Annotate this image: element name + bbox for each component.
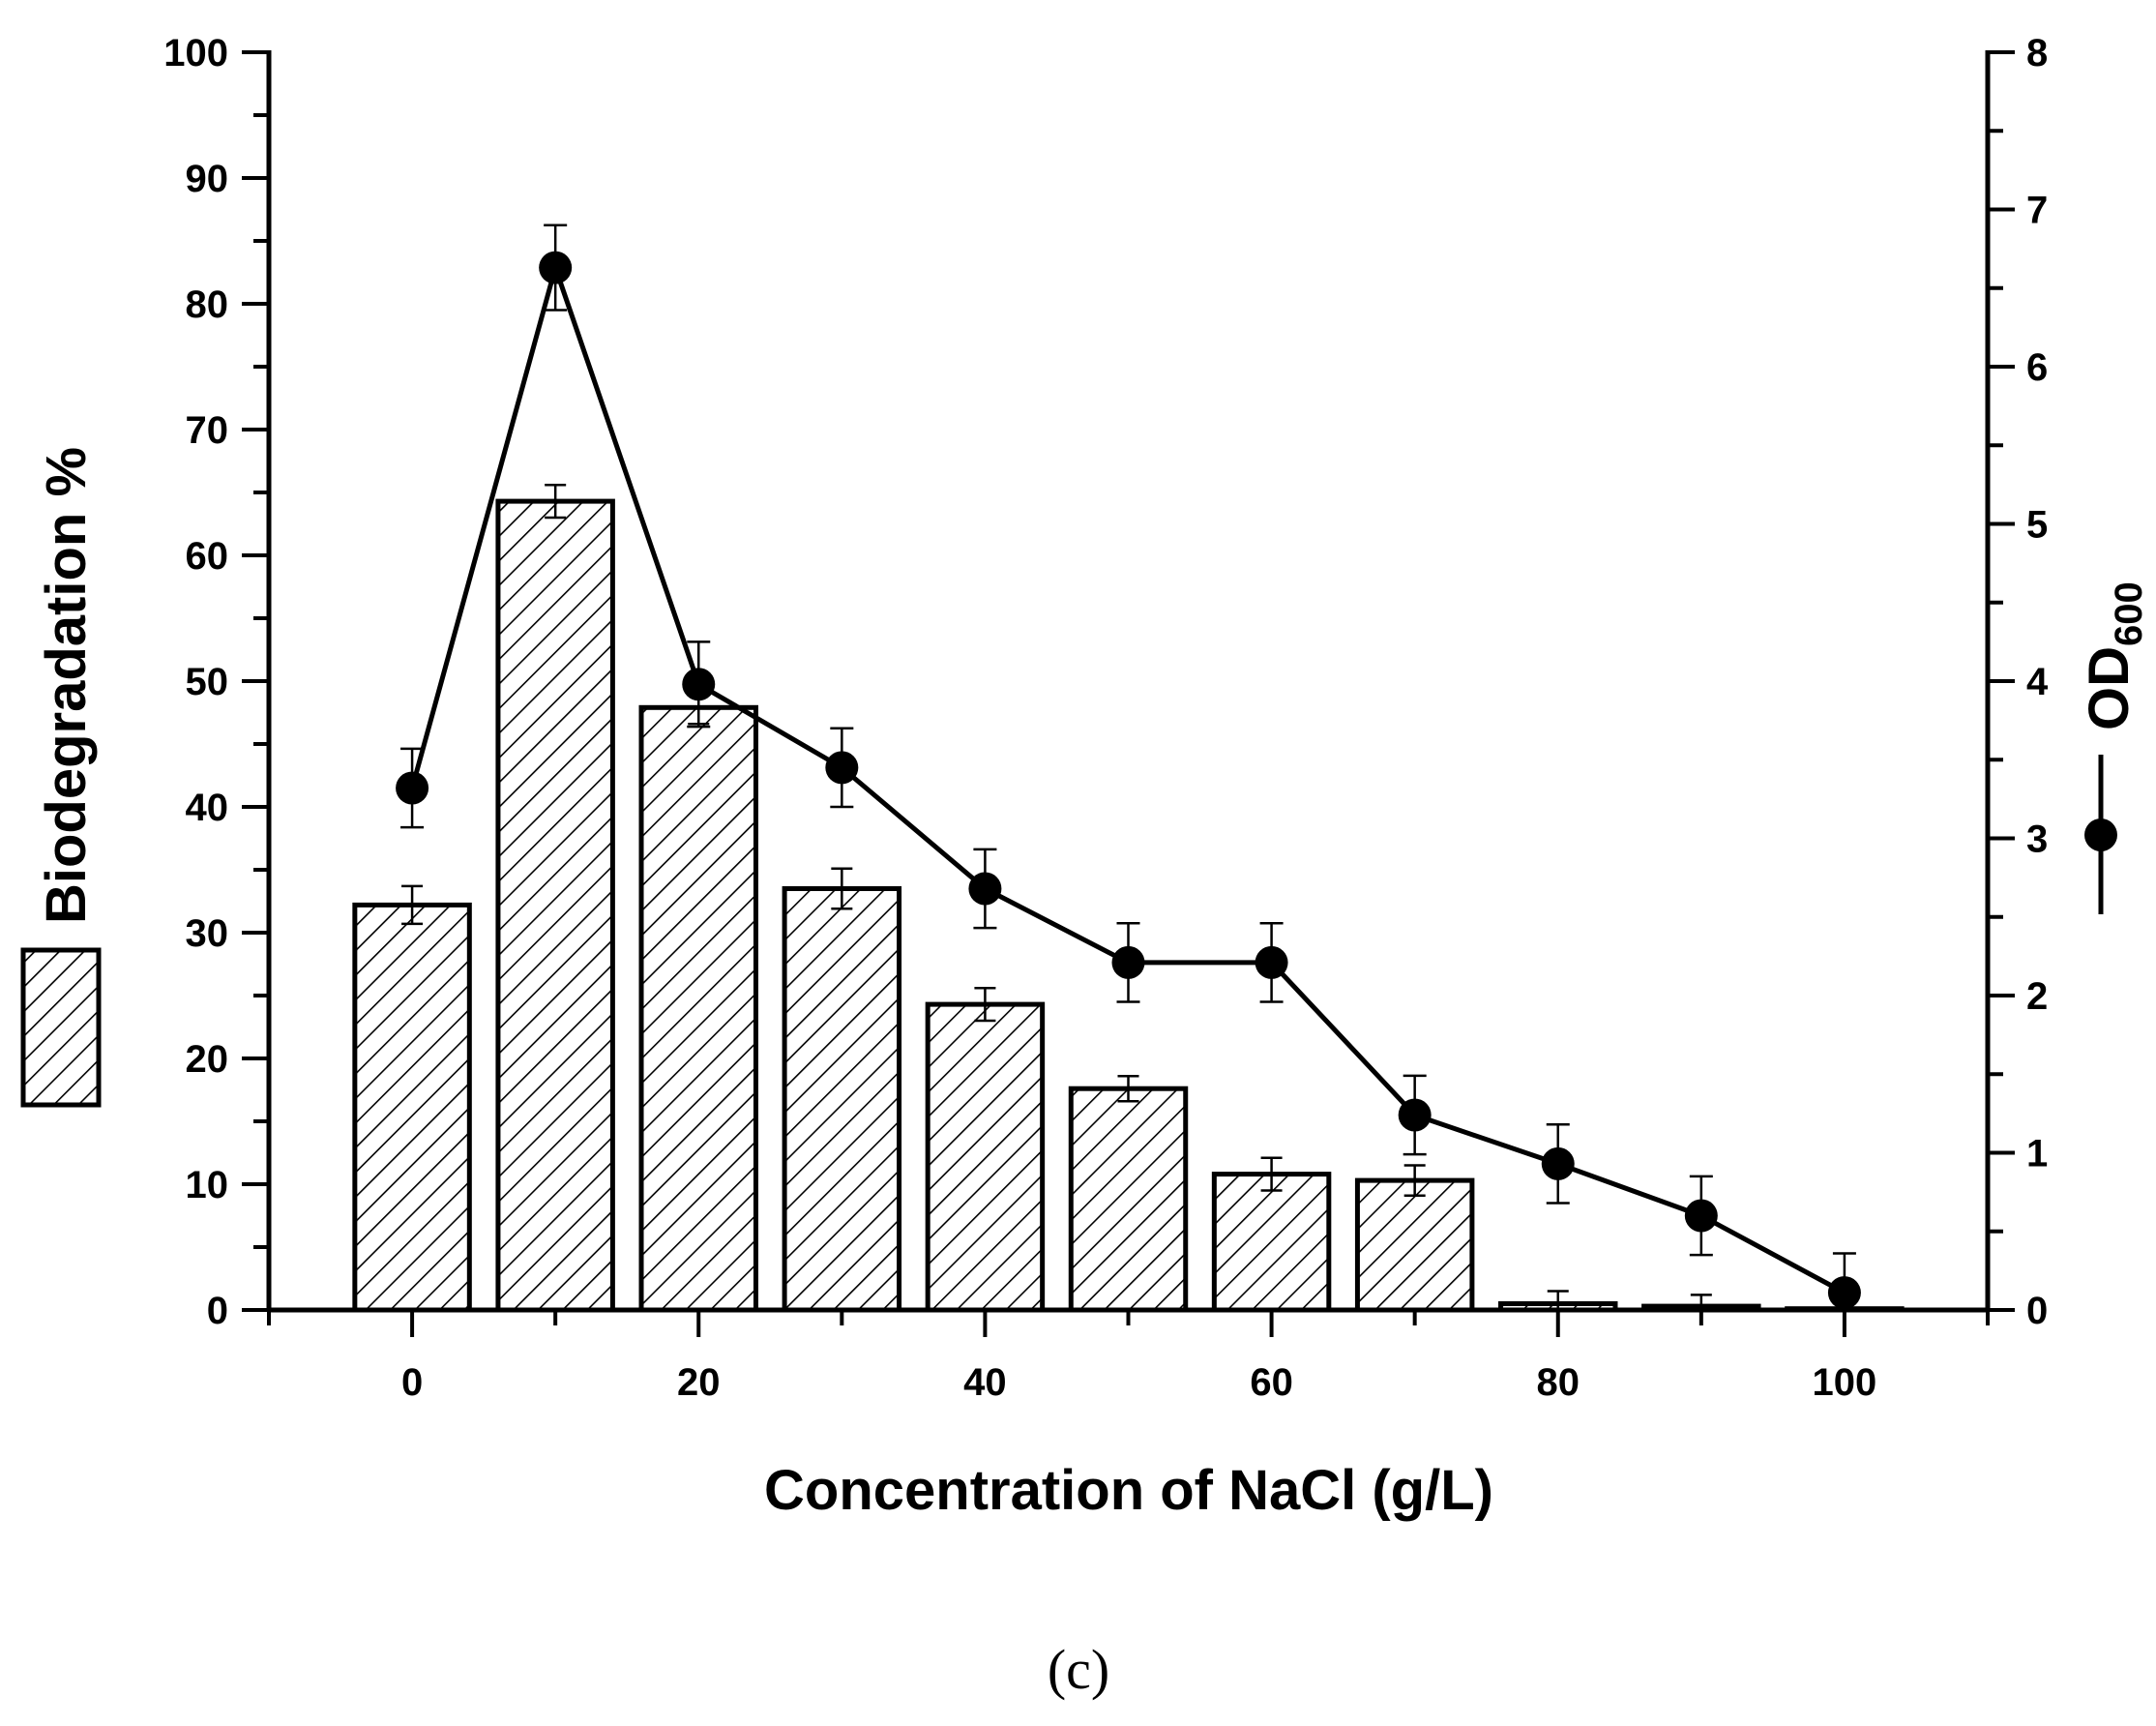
line-series: [396, 223, 1861, 1312]
od-point-10: [539, 251, 573, 284]
y-left-tick-label-90: 90: [186, 158, 229, 200]
legend-line-marker: [2084, 818, 2117, 851]
x-axis-title: Concentration of NaCl (g/L): [764, 1459, 1493, 1522]
y-right-axis-title: OD600: [2078, 581, 2150, 730]
axes: [242, 50, 2015, 1337]
od-point-60: [1255, 945, 1288, 979]
y-right-axis-title-main: OD: [2078, 646, 2141, 730]
y-left-tick-label-20: 20: [186, 1038, 229, 1081]
od-point-50: [1111, 945, 1145, 979]
y-right-tick-label-8: 8: [2026, 32, 2048, 74]
od-point-30: [825, 751, 859, 785]
bar-70: [1354, 1177, 1475, 1313]
y-left-tick-label-100: 100: [163, 32, 228, 74]
bar-30: [782, 886, 902, 1313]
od-point-20: [682, 668, 716, 701]
bar-50: [1068, 1086, 1189, 1313]
bar-10: [495, 498, 615, 1313]
y-left-tick-label-40: 40: [186, 787, 229, 829]
od-point-100: [1827, 1276, 1861, 1310]
x-tick-label-0: 0: [401, 1361, 423, 1404]
y-left-tick-label-50: 50: [186, 661, 229, 703]
y-left-tick-label-0: 0: [207, 1290, 228, 1332]
bar-40: [925, 1001, 1046, 1313]
x-tick-label-80: 80: [1537, 1361, 1580, 1404]
y-left-axis-title: Biodegradation %: [35, 447, 98, 924]
y-right-tick-label-0: 0: [2026, 1290, 2048, 1332]
y-left-tick-label-70: 70: [186, 409, 229, 452]
od-point-40: [968, 872, 1002, 906]
y-left-tick-label-30: 30: [186, 912, 229, 955]
left-axis-legend: Biodegradation %: [20, 447, 102, 1108]
bar-0: [352, 902, 472, 1313]
y-right-tick-label-7: 7: [2026, 190, 2048, 232]
x-tick-label-100: 100: [1813, 1361, 1877, 1404]
y-right-tick-label-3: 3: [2026, 818, 2048, 861]
legend-bar-swatch: [20, 947, 102, 1108]
bar-series: [352, 483, 1905, 1313]
y-left-tick-label-80: 80: [186, 283, 229, 326]
x-tick-label-40: 40: [963, 1361, 1007, 1404]
y-left-tick-label-10: 10: [186, 1164, 229, 1206]
y-right-tick-label-4: 4: [2026, 661, 2049, 703]
od-point-80: [1541, 1146, 1575, 1180]
od-point-90: [1684, 1199, 1718, 1233]
bar-20: [638, 704, 758, 1313]
y-right-tick-label-1: 1: [2026, 1133, 2048, 1175]
y-right-axis-title-sub: 600: [2108, 581, 2150, 646]
caption: (c): [1048, 1638, 1109, 1701]
y-right-tick-label-6: 6: [2026, 346, 2048, 389]
y-right-tick-label-2: 2: [2026, 975, 2048, 1018]
od-point-0: [396, 771, 429, 805]
right-axis-legend: OD600: [2078, 581, 2150, 914]
y-left-tick-label-60: 60: [186, 535, 229, 578]
od-point-70: [1398, 1098, 1432, 1132]
x-tick-label-20: 20: [677, 1361, 721, 1404]
bar-60: [1211, 1172, 1332, 1313]
y-right-tick-label-5: 5: [2026, 504, 2048, 547]
x-tick-label-60: 60: [1250, 1361, 1293, 1404]
